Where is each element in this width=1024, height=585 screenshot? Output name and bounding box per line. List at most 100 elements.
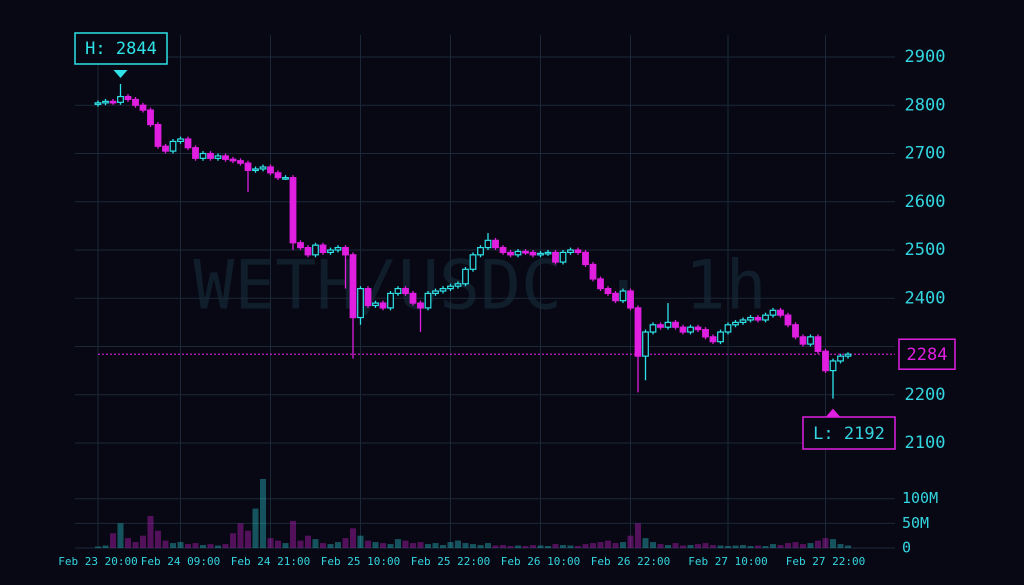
volume-bar: [387, 544, 394, 548]
y-tick-label: 2400: [905, 288, 946, 308]
volume-bar: [215, 545, 221, 548]
volume-bar: [425, 544, 431, 548]
volume-bar: [207, 544, 214, 548]
volume-bar: [335, 542, 341, 548]
volume-bar: [372, 542, 379, 548]
y-tick-label: 2500: [905, 240, 946, 260]
volume-bar: [440, 545, 446, 548]
candle-body: [102, 100, 109, 104]
volume-bar: [657, 544, 664, 548]
volume-bar: [785, 543, 791, 548]
volume-bar: [237, 523, 244, 548]
candle-body: [552, 251, 559, 263]
volume-bar: [275, 540, 281, 548]
candle-body: [829, 360, 837, 372]
candle-body: [484, 239, 492, 249]
volume-bar: [545, 546, 551, 548]
volume-bar: [747, 546, 754, 548]
candle-body: [499, 246, 507, 254]
candle-body: [589, 263, 597, 280]
volume-bar: [477, 545, 484, 548]
candle-body: [769, 309, 777, 316]
candle-body: [559, 251, 567, 263]
volume-bar: [702, 543, 709, 548]
x-tick-label: Feb 26 22:00: [591, 555, 670, 568]
volume-bar: [395, 539, 401, 548]
candle-body: [304, 246, 312, 256]
volume-bar: [125, 538, 131, 548]
candle-body: [522, 250, 529, 254]
candle-body: [762, 314, 769, 321]
volume-bar: [177, 542, 184, 548]
candle-body: [357, 288, 364, 319]
volume-bar: [635, 523, 641, 548]
volume-bar: [132, 542, 139, 548]
candle-body: [334, 246, 342, 251]
candle-body: [627, 290, 634, 309]
volume-bar: [575, 546, 581, 548]
volume-bar: [725, 546, 731, 548]
volume-bar: [102, 545, 109, 548]
candle-body: [514, 250, 522, 256]
candle-body: [574, 249, 582, 254]
y-tick-label: 2100: [905, 433, 946, 453]
x-tick-label: Feb 27 10:00: [688, 555, 767, 568]
volume-bar: [297, 540, 304, 548]
candle-body: [792, 324, 799, 338]
candle-body: [394, 288, 402, 295]
candle-body: [297, 242, 304, 249]
volume-bar: [710, 545, 716, 548]
volume-bar: [582, 544, 589, 548]
low-marker: [826, 408, 840, 417]
volume-bar: [740, 545, 746, 548]
x-tick-label: Feb 27 22:00: [786, 555, 865, 568]
volume-bar: [320, 543, 326, 548]
volume-bar: [327, 544, 334, 548]
candle-body: [327, 249, 334, 254]
candle-body: [117, 95, 124, 103]
x-tick-label: Feb 24 09:00: [141, 555, 220, 568]
candle-body: [702, 329, 709, 338]
volume-tick-label: 50M: [902, 514, 929, 532]
high-marker: [113, 70, 128, 79]
candle-body: [582, 251, 589, 266]
volume-bar: [230, 533, 236, 548]
candle-body: [822, 350, 829, 372]
candle-body: [417, 302, 424, 309]
candle-body: [469, 254, 477, 270]
volume-bar: [380, 543, 386, 548]
candle-body: [807, 336, 814, 345]
volume-bar: [455, 540, 461, 548]
volume-bar: [672, 543, 679, 548]
volume-bar: [642, 538, 649, 548]
volume-bar: [755, 545, 761, 548]
volume-bar: [605, 540, 611, 548]
x-tick-label: Feb 23 20:00: [58, 555, 137, 568]
candle-body: [177, 138, 184, 143]
volume-bar: [792, 542, 799, 548]
volume-bar: [717, 545, 724, 548]
candle-body: [424, 292, 432, 309]
candle-body: [229, 158, 237, 162]
candle-body: [732, 321, 739, 326]
volume-bar: [140, 535, 146, 548]
volume-bar: [687, 545, 694, 548]
volume-bar: [192, 543, 199, 548]
volume-bar: [305, 535, 311, 548]
current-price-label: 2284: [907, 345, 948, 365]
candle-body: [777, 309, 784, 316]
candle-body: [649, 324, 657, 333]
current-price-box: [898, 338, 956, 370]
volume-bar: [500, 545, 506, 548]
candle-body: [139, 104, 147, 111]
candle-body: [657, 324, 664, 328]
volume-bar: [170, 543, 176, 548]
volume-bar: [522, 546, 529, 548]
candle-body: [184, 138, 192, 149]
candle-body: [597, 278, 604, 290]
candle-body: [312, 244, 319, 256]
candle-body: [282, 177, 289, 180]
candle-body: [252, 168, 259, 172]
candle-body: [154, 123, 162, 147]
